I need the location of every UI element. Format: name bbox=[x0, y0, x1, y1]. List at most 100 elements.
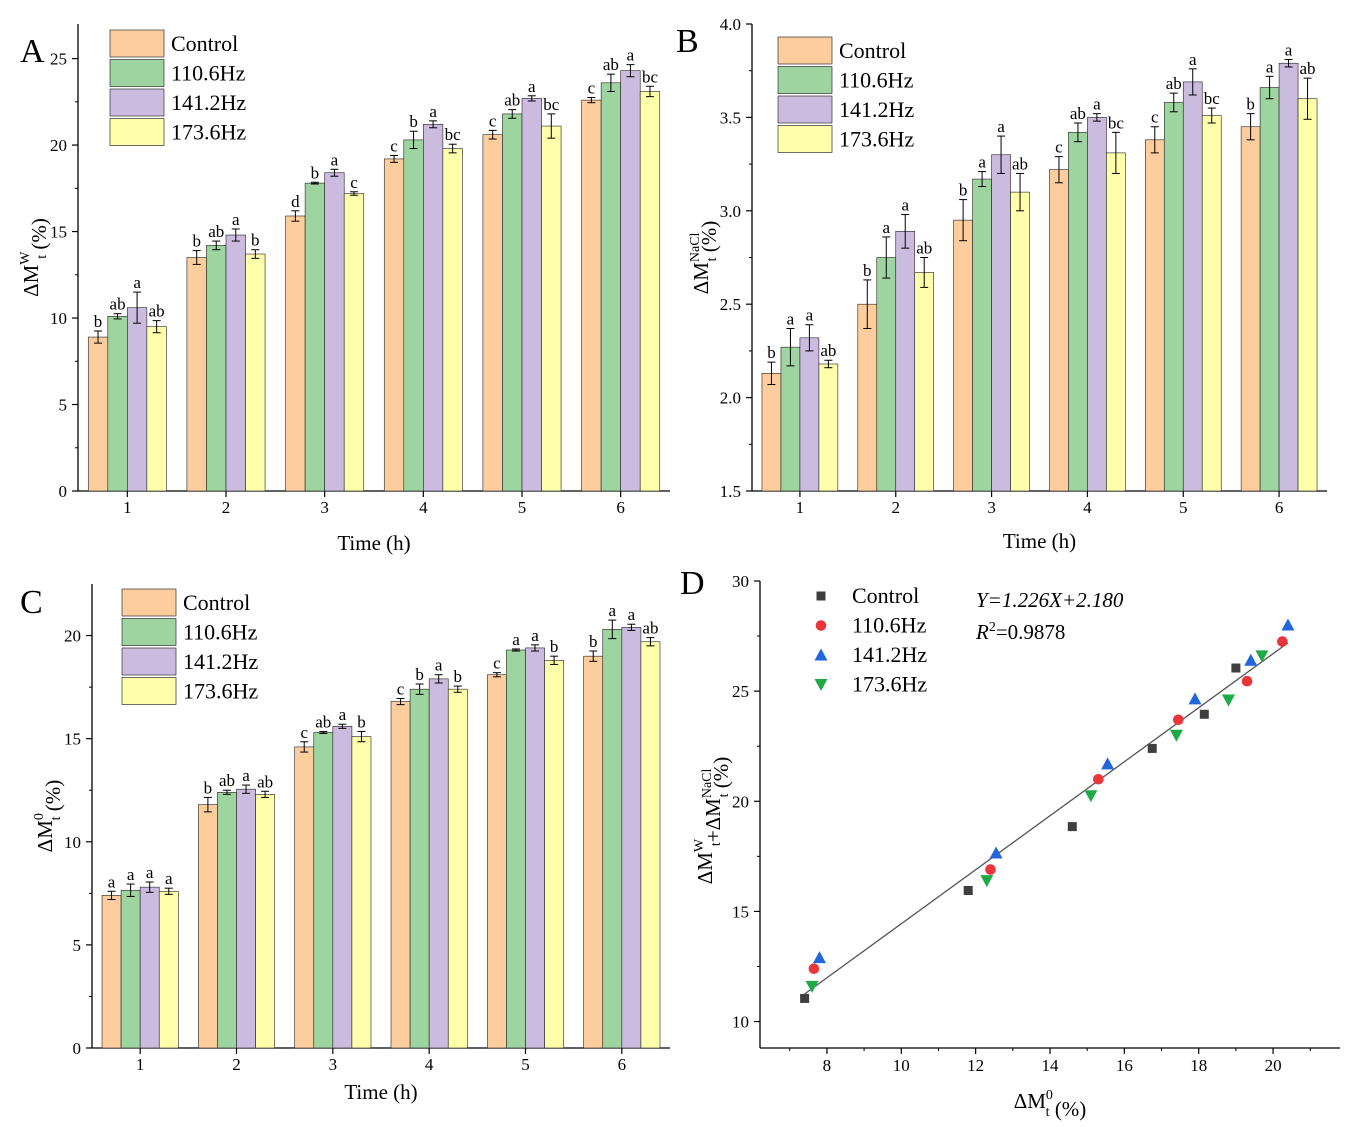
label-subscript: t bbox=[709, 842, 724, 846]
legend-label: Control bbox=[852, 583, 919, 608]
x-tick-label: 5 bbox=[521, 1055, 530, 1074]
bar bbox=[255, 794, 275, 1049]
x-tick-label: 2 bbox=[222, 498, 231, 517]
significance-label: a bbox=[978, 153, 986, 172]
data-point bbox=[1255, 650, 1269, 663]
x-tick-label: 6 bbox=[616, 498, 625, 517]
y-tick-label: 15 bbox=[64, 730, 81, 749]
bar bbox=[1240, 126, 1261, 492]
label-superscript: NaCl bbox=[700, 768, 715, 798]
legend-swatch bbox=[777, 66, 833, 94]
bar bbox=[620, 70, 641, 492]
significance-label: b bbox=[589, 632, 598, 651]
y-axis-title: ΔMNaCl t (%) bbox=[688, 221, 721, 295]
significance-label: b bbox=[959, 181, 968, 200]
bar bbox=[1087, 117, 1107, 492]
y-axis-title: ΔM0 t (%) bbox=[32, 780, 65, 853]
label-base: ΔM bbox=[689, 262, 713, 295]
x-tick-label: 10 bbox=[893, 1056, 910, 1075]
label-subscript: t bbox=[705, 257, 720, 261]
data-point bbox=[1067, 822, 1077, 832]
x-tick-label: 4 bbox=[419, 498, 428, 517]
y-tick-label: 0 bbox=[73, 1039, 82, 1058]
label-base: ΔM bbox=[33, 820, 57, 853]
bar bbox=[186, 257, 207, 492]
bar bbox=[285, 215, 306, 492]
y-tick-label: 30 bbox=[732, 572, 749, 591]
y-axis-title: ΔMW t+ΔMNaCl t (%) bbox=[692, 757, 733, 885]
bar bbox=[217, 791, 237, 1049]
significance-label: a bbox=[127, 865, 135, 884]
significance-label: b bbox=[204, 778, 213, 797]
bar bbox=[521, 98, 542, 492]
bar bbox=[1163, 102, 1184, 492]
bar bbox=[1297, 98, 1318, 492]
data-point bbox=[1277, 636, 1288, 647]
significance-label: a bbox=[997, 117, 1005, 136]
data-point bbox=[1281, 618, 1295, 631]
significance-label: c bbox=[588, 79, 596, 98]
data-point bbox=[1172, 714, 1184, 726]
significance-label: bc bbox=[445, 125, 462, 144]
bar bbox=[761, 373, 782, 492]
label-base: ΔM bbox=[1014, 1089, 1047, 1113]
significance-label: ab bbox=[1166, 74, 1182, 93]
significance-label: bc bbox=[1108, 113, 1125, 132]
bar bbox=[332, 725, 353, 1049]
bar bbox=[304, 182, 325, 492]
legend-marker bbox=[814, 648, 828, 661]
bar bbox=[206, 245, 227, 492]
bar bbox=[487, 674, 507, 1049]
y-tick-label: 5 bbox=[59, 396, 68, 415]
data-point bbox=[1084, 790, 1098, 803]
significance-label: a bbox=[531, 626, 539, 645]
label-unit: (%) bbox=[1050, 1097, 1087, 1121]
legend-label: 141.2Hz bbox=[183, 649, 258, 674]
x-tick-label: 4 bbox=[425, 1055, 434, 1074]
bar bbox=[294, 746, 315, 1049]
significance-label: a bbox=[1189, 50, 1197, 69]
significance-label: a bbox=[165, 869, 173, 888]
significance-label: a bbox=[1093, 95, 1101, 114]
data-point bbox=[1147, 743, 1157, 753]
y-tick-label: 10 bbox=[50, 309, 67, 328]
bar bbox=[600, 82, 621, 492]
legend-label: Control bbox=[183, 590, 250, 615]
bar bbox=[502, 113, 523, 492]
bar bbox=[383, 158, 405, 492]
significance-label: ab bbox=[208, 222, 224, 241]
bar bbox=[799, 337, 820, 492]
significance-label: a bbox=[133, 273, 141, 292]
label-unit: (%) bbox=[27, 218, 51, 255]
bar bbox=[146, 326, 167, 492]
bar bbox=[953, 219, 973, 492]
y-axis-title: ΔMW t (%) bbox=[18, 218, 51, 297]
significance-label: a bbox=[806, 306, 814, 325]
legend-label: 173.6Hz bbox=[839, 127, 914, 152]
significance-label: bc bbox=[543, 95, 560, 114]
significance-label: b bbox=[550, 637, 559, 656]
significance-label: d bbox=[291, 192, 300, 211]
bar bbox=[541, 125, 562, 492]
bar bbox=[991, 154, 1011, 492]
legend-label: 110.6Hz bbox=[171, 61, 246, 86]
bar bbox=[640, 641, 661, 1049]
y-tick-label: 2.5 bbox=[720, 295, 741, 314]
legend-swatch bbox=[121, 618, 177, 646]
label-subscript: t bbox=[49, 816, 64, 820]
panel-letter: C bbox=[20, 584, 43, 621]
bar bbox=[818, 363, 839, 492]
x-axis-title: Time (h) bbox=[344, 1080, 417, 1104]
data-point bbox=[963, 885, 973, 895]
x-axis-title: Time (h) bbox=[1003, 529, 1076, 553]
bar bbox=[914, 272, 934, 492]
x-tick-label: 14 bbox=[1042, 1056, 1060, 1075]
significance-label: b bbox=[454, 667, 463, 686]
significance-label: b bbox=[1246, 95, 1255, 114]
x-tick-label: 1 bbox=[123, 498, 132, 517]
data-point bbox=[1221, 694, 1235, 707]
